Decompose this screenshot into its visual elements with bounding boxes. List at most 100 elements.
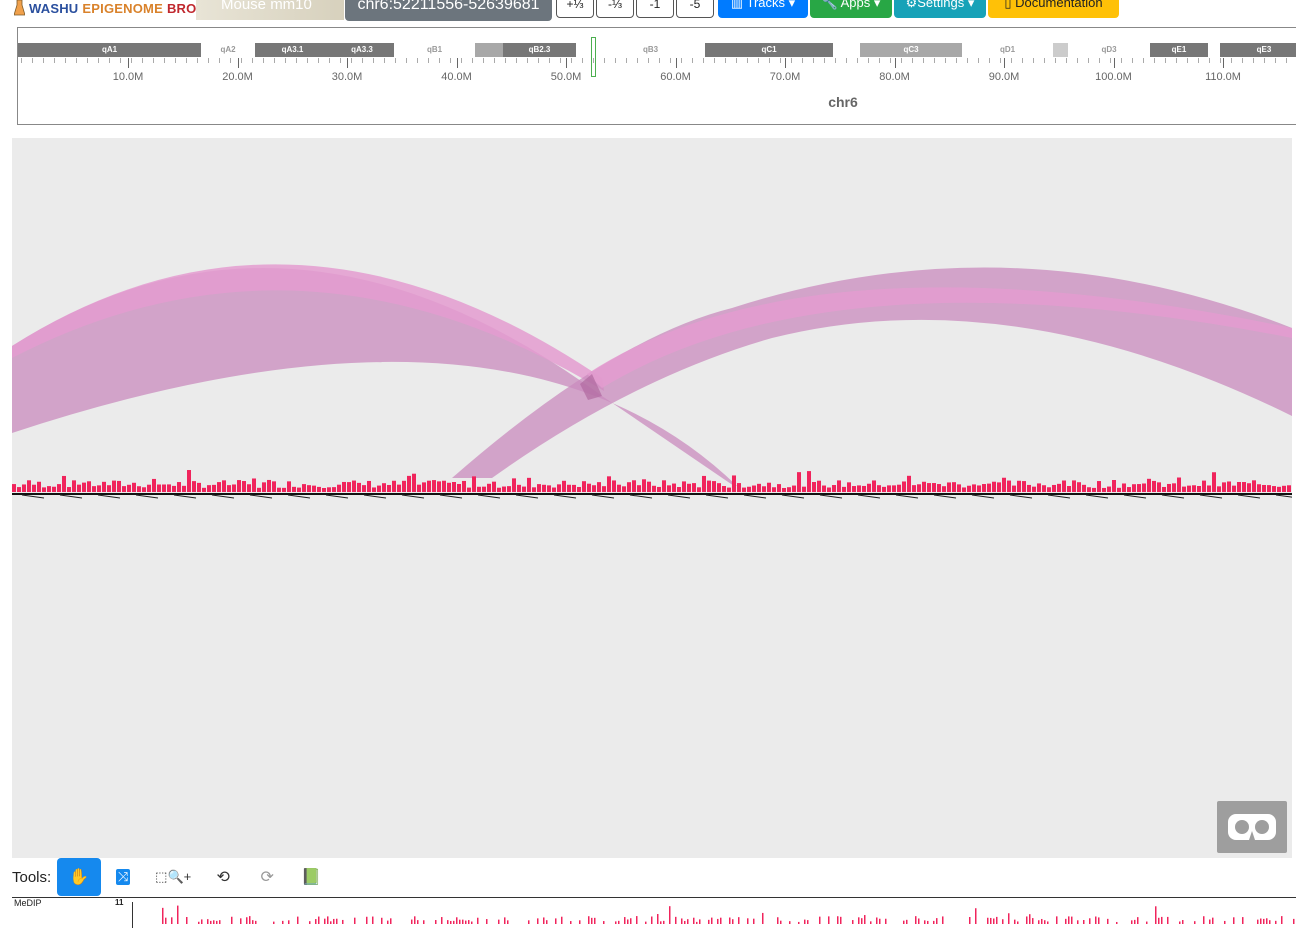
- track-signal-bar: [975, 908, 977, 924]
- track-signal-bar: [603, 921, 605, 924]
- signal-bar: [227, 485, 231, 492]
- redo-button[interactable]: ⟳: [245, 858, 289, 896]
- track-signal-bar: [1275, 920, 1277, 924]
- signal-bar: [562, 480, 566, 492]
- ideogram-band: qE3: [1220, 43, 1296, 57]
- track-signal-bar: [561, 916, 563, 924]
- signal-bar: [577, 486, 581, 492]
- ruler-tick-label: 90.0M: [988, 71, 1020, 83]
- signal-bar: [247, 484, 251, 492]
- track-signal-bar: [333, 918, 335, 924]
- zoom-out-third-button[interactable]: -⅓: [596, 0, 634, 18]
- signal-bar: [727, 487, 731, 492]
- track-signal-bar: [546, 920, 548, 924]
- track-signal-bar: [942, 916, 944, 924]
- ruler-minor-tick: [340, 58, 341, 63]
- ruler-minor-tick: [516, 58, 517, 63]
- axis-mark: [401, 494, 425, 499]
- tracks-menu-button[interactable]: ▥ Tracks ▾: [718, 0, 808, 18]
- signal-bar: [297, 487, 301, 492]
- session-button[interactable]: 📗: [289, 858, 333, 896]
- signal-bar: [322, 487, 326, 492]
- signal-bar: [502, 486, 506, 492]
- signal-bar: [287, 481, 291, 492]
- medip-track[interactable]: MeDIP 11: [12, 897, 1296, 928]
- chevron-down-icon: ▾: [967, 0, 975, 10]
- track-signal-bar: [990, 917, 992, 924]
- zoom-out-5-button[interactable]: -5: [676, 0, 714, 18]
- track-signal-bar: [747, 918, 749, 924]
- ruler-minor-tick: [736, 58, 737, 63]
- ideogram-band: qC1: [705, 43, 833, 57]
- signal-bar: [807, 471, 811, 492]
- vr-goggles-button[interactable]: [1217, 801, 1287, 853]
- axis-mark: [439, 494, 463, 499]
- vr-3d-viewport[interactable]: [12, 138, 1292, 858]
- ruler-minor-tick: [1264, 58, 1265, 63]
- signal-bar: [1207, 485, 1211, 492]
- zoom-out-1-button[interactable]: -1: [636, 0, 674, 18]
- undo-button[interactable]: ⟲: [201, 858, 245, 896]
- signal-bar: [367, 480, 371, 492]
- ruler-minor-tick: [1044, 58, 1045, 63]
- signal-bar: [402, 480, 406, 492]
- signal-bar: [612, 480, 616, 492]
- chevron-down-icon: ▾: [873, 0, 881, 10]
- ruler-minor-tick: [219, 58, 220, 63]
- signal-bar: [977, 485, 981, 492]
- drag-tool-button[interactable]: ✋: [57, 858, 102, 896]
- signal-bar: [692, 483, 696, 492]
- ruler-tick-label: 20.0M: [222, 71, 253, 83]
- genome-name[interactable]: Mouse mm10: [196, 0, 344, 20]
- signal-bar: [867, 483, 871, 492]
- current-region-marker[interactable]: [591, 37, 596, 77]
- signal-bar: [877, 485, 881, 492]
- track-signal-bar: [1233, 917, 1235, 924]
- settings-menu-button[interactable]: ⚙Settings ▾: [894, 0, 986, 18]
- chromosome-ideogram[interactable]: qA1 qA2 qA3.1 qA3.3 qB1 qB2.3 qB3 qC1 qC3 qD1 qD3 q…: [17, 27, 1296, 125]
- documentation-button[interactable]: ▯ Documentation: [988, 0, 1119, 18]
- axis-marks: [21, 494, 1292, 499]
- signal-bar: [917, 484, 921, 492]
- ideogram-band: qB3: [596, 43, 705, 57]
- ideogram-band: qA2: [201, 43, 255, 57]
- signal-bar: [537, 484, 541, 492]
- signal-bar: [677, 487, 681, 492]
- documentation-label: Documentation: [1015, 0, 1103, 10]
- shuffle-icon: ⤨: [115, 869, 131, 885]
- ruler-minor-tick: [329, 58, 330, 63]
- signal-bar: [657, 486, 661, 492]
- signal-bar: [1182, 486, 1186, 492]
- ruler-minor-tick: [615, 58, 616, 63]
- signal-bar: [52, 486, 56, 492]
- signal-bar: [797, 472, 801, 492]
- signal-bar: [842, 486, 846, 492]
- track-signal-bar: [1131, 920, 1133, 924]
- zoom-in-third-button[interactable]: +⅓: [556, 0, 594, 18]
- signal-bar: [927, 483, 931, 492]
- apps-menu-button[interactable]: 🔧 Apps ▾: [810, 0, 892, 18]
- ruler-minor-tick: [439, 58, 440, 63]
- signal-bar: [492, 481, 496, 492]
- signal-bar: [907, 475, 911, 492]
- signal-bar: [1197, 486, 1201, 492]
- ruler-minor-tick: [1286, 58, 1287, 63]
- signal-bar: [12, 484, 16, 492]
- signal-bar: [207, 485, 211, 492]
- region-locus-button[interactable]: chr6:52211556-52639681: [345, 0, 552, 21]
- signal-bar: [572, 484, 576, 492]
- track-label: MeDIP: [14, 898, 42, 908]
- track-signal-bar: [852, 920, 854, 924]
- reorder-tool-button[interactable]: ⤨: [101, 858, 145, 896]
- signal-bar: [592, 485, 596, 492]
- zoom-region-tool-button[interactable]: ⬚🔍+: [145, 858, 201, 896]
- ruler-minor-tick: [406, 58, 407, 63]
- signal-bar: [32, 484, 36, 492]
- signal-bar: [142, 487, 146, 492]
- track-signal-bar: [1095, 916, 1097, 924]
- track-signal-bar: [1263, 918, 1265, 924]
- track-signal-bar: [366, 916, 368, 924]
- signal-bar: [292, 486, 296, 492]
- signal-bar: [897, 484, 901, 492]
- signal-bar: [377, 485, 381, 492]
